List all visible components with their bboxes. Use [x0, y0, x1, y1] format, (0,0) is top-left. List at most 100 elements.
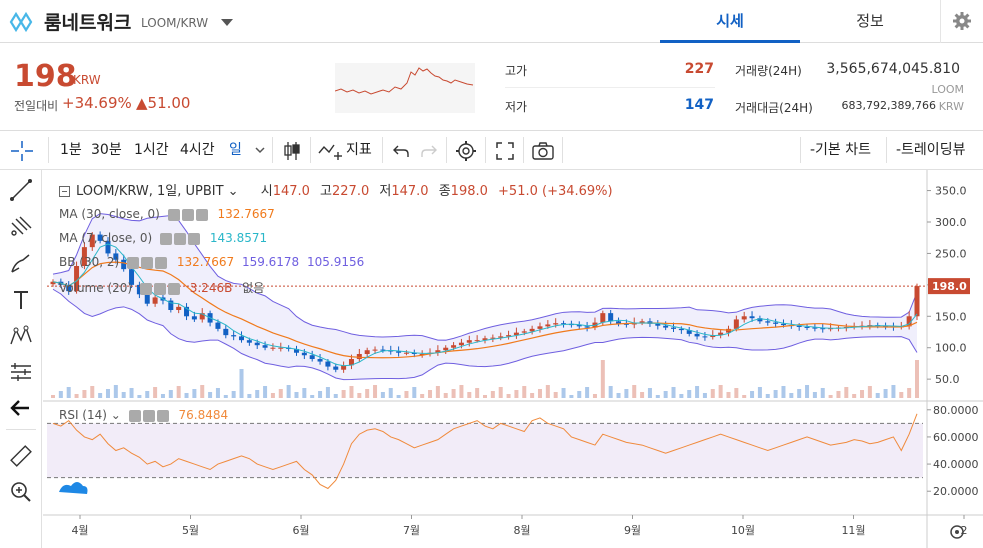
close-icon[interactable] [155, 257, 168, 269]
volume-controls[interactable] [139, 282, 182, 296]
volume-bar [51, 395, 55, 398]
volume-bar [891, 385, 896, 398]
fullscreen-icon[interactable] [495, 141, 515, 161]
ma2-label: MA (7, close, 0) [59, 231, 153, 245]
rsi-tick-label: 80.0000 [933, 404, 979, 417]
price-tick-label: 300.0 [935, 216, 967, 229]
ma1-controls[interactable] [167, 208, 210, 222]
volume-bar [168, 390, 173, 398]
trendline-icon[interactable] [9, 178, 33, 202]
eye-icon[interactable] [139, 283, 152, 295]
brush-icon[interactable] [9, 252, 33, 276]
tab-info[interactable]: 정보 [856, 12, 884, 30]
candle-body [545, 324, 551, 327]
interval-1d[interactable]: 일 [229, 142, 242, 158]
chart-toolbar: 1분 30분 1시간 4시간 일 지표 -기본 차트 [0, 131, 983, 170]
gear-icon[interactable] [174, 233, 187, 245]
high-value: 227 [684, 61, 714, 77]
tab-quote[interactable]: 시세 [660, 0, 800, 43]
tradingview-button[interactable]: -트레이딩뷰 [896, 142, 966, 158]
close-icon[interactable] [167, 283, 180, 295]
chart-canvas[interactable]: 350.0300.0250.0200.0150.0100.050.080.000… [43, 170, 983, 548]
price-chart[interactable]: 350.0300.0250.0200.0150.0100.050.080.000… [43, 170, 983, 548]
interval-30m[interactable]: 30분 [91, 142, 122, 158]
candle-body [796, 325, 802, 327]
undo-icon[interactable] [392, 142, 410, 160]
candle-body [364, 350, 370, 354]
candle-body [506, 335, 512, 337]
time-tick-label: 10월 [731, 524, 755, 537]
price-tick-label: 150.0 [935, 310, 967, 323]
candle-body [741, 316, 747, 320]
eye-icon[interactable] [160, 233, 173, 245]
candle-body [129, 269, 135, 285]
bb-controls[interactable] [127, 256, 169, 270]
crosshair-icon[interactable] [10, 140, 34, 162]
time-tick-label: 8월 [513, 524, 530, 537]
ruler-icon[interactable] [9, 444, 33, 468]
volume-bar [325, 387, 330, 398]
arrow-left-icon[interactable] [9, 396, 33, 420]
time-tick-label: 7월 [403, 524, 420, 537]
measure-tool-icon[interactable] [9, 360, 33, 384]
candle-body [553, 323, 559, 325]
indicator-icon[interactable] [318, 141, 344, 161]
gear-icon[interactable] [181, 209, 194, 221]
close-icon[interactable] [188, 233, 201, 245]
chart-settings-gear-icon[interactable] [455, 140, 477, 162]
volume-bar [435, 386, 440, 398]
candle-body [773, 322, 779, 324]
gear-icon[interactable] [142, 410, 155, 422]
indicator-button[interactable]: 지표 [346, 142, 372, 158]
candle-body [914, 286, 920, 317]
candle-body [278, 347, 284, 349]
redo-icon[interactable] [420, 142, 438, 160]
candle-body [325, 361, 331, 367]
rsi-controls[interactable] [128, 409, 171, 423]
candle-body [403, 352, 409, 354]
coin-select-caret-icon[interactable] [221, 19, 233, 26]
eye-icon[interactable] [167, 209, 180, 221]
price-tick-label: 250.0 [935, 247, 967, 260]
volume-bar [90, 386, 95, 398]
main-legend: LOOM/KRW, 1일, UPBIT ⌄ 시147.0 고227.0 저147… [59, 180, 613, 199]
gear-icon[interactable] [141, 257, 154, 269]
ma2-controls[interactable] [160, 232, 202, 246]
axis-settings-gear-icon[interactable] [950, 525, 964, 539]
volume-bar [192, 389, 197, 398]
high-label: 고가 [505, 64, 528, 78]
interval-1m[interactable]: 1분 [60, 142, 82, 158]
legend-open: 147.0 [272, 184, 310, 199]
volume-ma-value: 없음 [242, 281, 265, 295]
chevron-down-icon[interactable] [255, 146, 265, 154]
eye-icon[interactable] [127, 257, 140, 269]
gear-icon[interactable] [153, 283, 166, 295]
interval-1h[interactable]: 1시간 [134, 142, 169, 158]
basic-chart-button[interactable]: -기본 차트 [810, 142, 872, 158]
interval-4h[interactable]: 4시간 [180, 142, 215, 158]
zoom-in-icon[interactable] [9, 480, 33, 504]
candle-body [372, 349, 378, 351]
candle-type-icon[interactable] [282, 140, 302, 162]
candle-body [254, 342, 260, 346]
candle-body [458, 342, 464, 346]
fib-tool-icon[interactable] [9, 215, 33, 239]
text-tool-icon[interactable] [9, 288, 33, 312]
candle-body [333, 366, 339, 370]
rsi-tick-label: 40.0000 [933, 458, 979, 471]
rsi-label: RSI (14) [59, 408, 107, 422]
volume-bar [655, 395, 660, 398]
camera-icon[interactable] [532, 141, 554, 161]
pattern-tool-icon[interactable] [9, 324, 33, 348]
candle-body [584, 326, 590, 328]
close-icon[interactable] [195, 209, 208, 221]
close-icon[interactable] [156, 410, 169, 422]
collapse-legend-icon[interactable] [59, 186, 70, 197]
volume-bar [278, 389, 283, 398]
eye-icon[interactable] [128, 410, 141, 422]
candle-body [498, 336, 504, 338]
volume-bar [247, 394, 252, 398]
volume-bar [773, 390, 778, 398]
settings-gear-icon[interactable] [952, 11, 972, 31]
candle-body [482, 338, 488, 341]
